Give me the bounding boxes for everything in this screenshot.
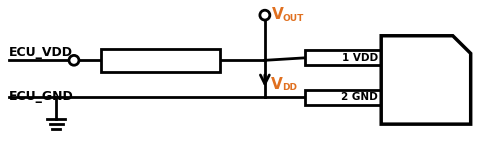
Circle shape (259, 10, 269, 20)
Text: 1 VDD: 1 VDD (341, 53, 378, 63)
Bar (101, 49, 220, 72)
Circle shape (69, 55, 79, 65)
Text: OUT: OUT (282, 14, 303, 23)
Polygon shape (380, 36, 469, 124)
Text: 46iC: 46iC (412, 82, 446, 96)
Text: ECU_GND: ECU_GND (9, 90, 74, 103)
Text: m: m (164, 58, 176, 68)
Text: V: V (271, 7, 283, 22)
Text: DD: DD (281, 83, 296, 92)
Bar (304, 90, 380, 104)
Text: ECU_VDD: ECU_VDD (9, 46, 73, 59)
Text: TLE50: TLE50 (406, 64, 453, 78)
Text: V: V (270, 77, 282, 92)
Text: 2 GND: 2 GND (341, 92, 378, 102)
Text: R: R (147, 53, 158, 68)
Bar (304, 51, 380, 65)
